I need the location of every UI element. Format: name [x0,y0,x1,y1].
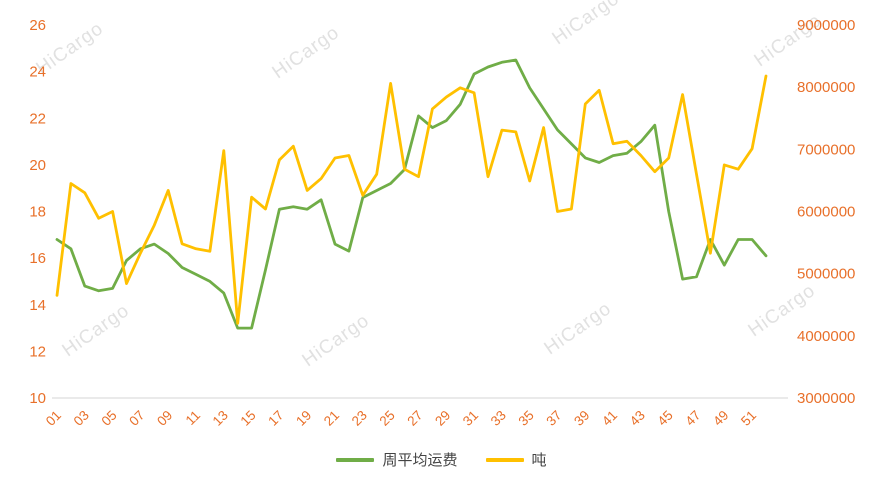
legend-item-tons: 吨 [485,449,547,470]
x-tick-label: 35 [516,408,537,429]
x-tick-label: 03 [71,408,92,429]
y-left-tick-label: 24 [29,64,46,81]
y-right-tick-label: 6000000 [797,204,855,221]
y-left-tick-label: 16 [29,250,46,267]
y-right-tick-label: 9000000 [797,17,855,34]
x-tick-label: 13 [210,408,231,429]
y-right-tick-label: 7000000 [797,141,855,158]
x-tick-label: 37 [543,408,564,429]
chart-legend: 周平均运费 吨 [0,449,883,470]
x-tick-label: 33 [488,408,509,429]
x-tick-label: 07 [126,408,147,429]
x-tick-label: 23 [349,408,370,429]
x-tick-label: 11 [183,408,204,429]
x-tick-label: 47 [682,408,703,429]
x-tick-label: 39 [571,408,592,429]
x-tick-label: 29 [432,408,453,429]
x-tick-label: 01 [43,408,64,429]
x-tick-label: 21 [321,408,342,429]
legend-label-freight: 周平均运费 [382,452,458,469]
y-right-tick-label: 8000000 [797,79,855,96]
y-left-tick-label: 18 [29,204,46,221]
freight-series-swatch [336,457,375,462]
x-tick-label: 49 [710,408,731,429]
y-right-tick-label: 3000000 [797,390,855,407]
legend-label-tons: 吨 [531,452,547,469]
x-tick-label: 25 [377,408,398,429]
x-tick-label: 45 [655,408,676,429]
y-left-tick-label: 14 [29,297,46,314]
dual-axis-line-chart: 26 24 22 20 18 16 14 12 10 9000000 8000000 7000000 6… [29,17,855,429]
x-tick-label: 19 [293,408,314,429]
x-tick-label: 27 [404,408,425,429]
x-tick-label: 51 [738,408,759,429]
y-left-tick-label: 22 [29,110,46,127]
x-tick-label: 05 [98,408,119,429]
x-tick-label: 17 [265,408,286,429]
tons-series-swatch [485,457,524,462]
y-left-tick-label: 20 [29,157,46,174]
y-left-tick-label: 10 [29,390,46,407]
tons-series-line [55,74,768,325]
y-left-tick-label: 26 [29,17,46,34]
x-tick-label: 09 [154,408,175,429]
freight-series-line [55,58,768,330]
y-left-tick-label: 12 [29,343,46,360]
y-right-tick-label: 4000000 [797,328,855,345]
legend-item-freight: 周平均运费 [336,449,458,470]
x-tick-label: 41 [599,408,620,429]
x-tick-label: 15 [238,408,259,429]
x-tick-label: 43 [627,408,648,429]
y-right-tick-label: 5000000 [797,266,855,283]
x-tick-label: 31 [460,408,481,429]
